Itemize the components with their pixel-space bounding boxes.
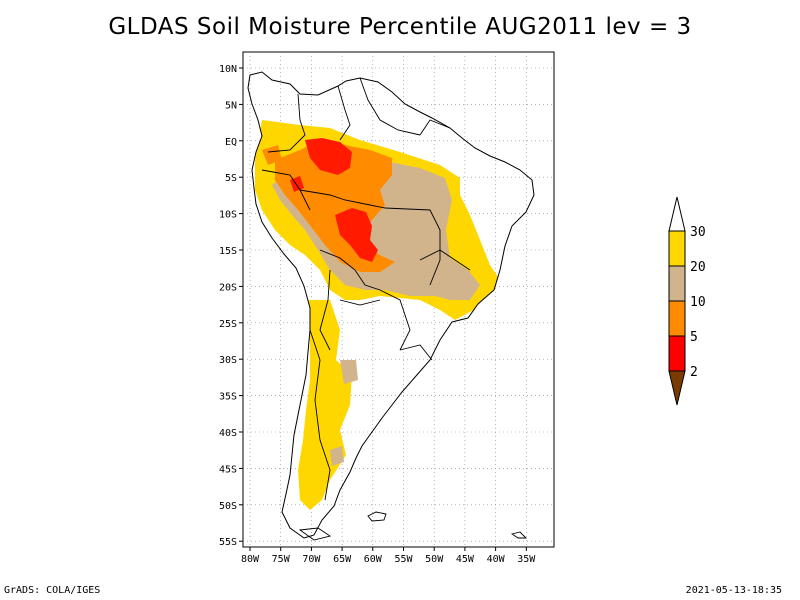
footer-credit: GrADS: COLA/IGES	[4, 585, 101, 596]
lon-tick-label: 65W	[333, 554, 352, 565]
legend-labels: 2 5 10 20 30	[690, 225, 706, 380]
legend-label: 30	[690, 225, 706, 240]
legend-label: 2	[690, 365, 698, 380]
lat-tick-label: 30S	[219, 355, 237, 366]
lon-tick-label: 60W	[364, 554, 383, 565]
lat-tick-label: EQ	[225, 137, 237, 148]
map-title: GLDAS Soil Moisture Percentile AUG2011 l…	[108, 14, 692, 40]
yellow-region-south	[298, 300, 352, 510]
legend-5-10	[668, 300, 686, 337]
lon-tick-label: 70W	[302, 554, 321, 565]
lat-tick-label: 50S	[219, 501, 237, 512]
legend-label: 10	[690, 295, 706, 310]
legend-20-30	[668, 230, 686, 267]
lat-tick-label: 55S	[219, 537, 237, 548]
orange-region	[275, 140, 395, 272]
plot-frame	[242, 51, 555, 548]
legend-10-20	[668, 265, 686, 302]
falkland-islands	[367, 511, 387, 522]
legend-above-30	[668, 196, 686, 232]
tan-patch-south-1	[340, 360, 358, 384]
legend-label: 20	[690, 260, 706, 275]
lat-tick-label: 15S	[219, 246, 237, 257]
lat-tick-label: 20S	[219, 282, 237, 293]
lat-tick-label: 5S	[225, 173, 237, 184]
tierra-del-fuego	[298, 527, 332, 541]
legend-2-5	[668, 335, 686, 372]
lat-tick-label: 10S	[219, 210, 237, 221]
lat-tick-label: 25S	[219, 319, 237, 330]
lon-tick-label: 40W	[487, 554, 506, 565]
colorbar-legend: 2 5 10 20 30	[668, 196, 706, 406]
orange-patch-north	[262, 145, 282, 165]
legend-below-2	[668, 370, 686, 406]
lon-tick-label: 45W	[456, 554, 475, 565]
country-borders	[261, 77, 471, 501]
lon-tick-label: 80W	[241, 554, 260, 565]
lat-tick-label: 10N	[219, 64, 237, 75]
lon-tick-label: 75W	[272, 554, 291, 565]
lat-tick-label: 5N	[225, 100, 237, 111]
footer-timestamp: 2021-05-13-18:35	[685, 585, 782, 596]
lat-tick-label: 40S	[219, 428, 237, 439]
lat-tick-label: 45S	[219, 464, 237, 475]
lon-tick-label: 50W	[425, 554, 444, 565]
percentile-shading	[255, 120, 500, 510]
latitude-axis: 10N 5N EQ 5S 10S 15S 20S 25S 30S 35S 40S 45S 50S 55S	[219, 64, 243, 548]
lon-tick-label: 55W	[394, 554, 413, 565]
red-region-central	[335, 208, 378, 262]
red-region-north	[305, 138, 352, 175]
islands	[298, 511, 528, 541]
lat-tick-label: 35S	[219, 392, 237, 403]
legend-label: 5	[690, 330, 698, 345]
longitude-axis: 80W 75W 70W 65W 60W 55W 50W 45W 40W 35W	[241, 547, 536, 565]
lon-tick-label: 35W	[517, 554, 536, 565]
tan-patch-south-2	[330, 446, 344, 466]
south-georgia	[510, 531, 528, 539]
